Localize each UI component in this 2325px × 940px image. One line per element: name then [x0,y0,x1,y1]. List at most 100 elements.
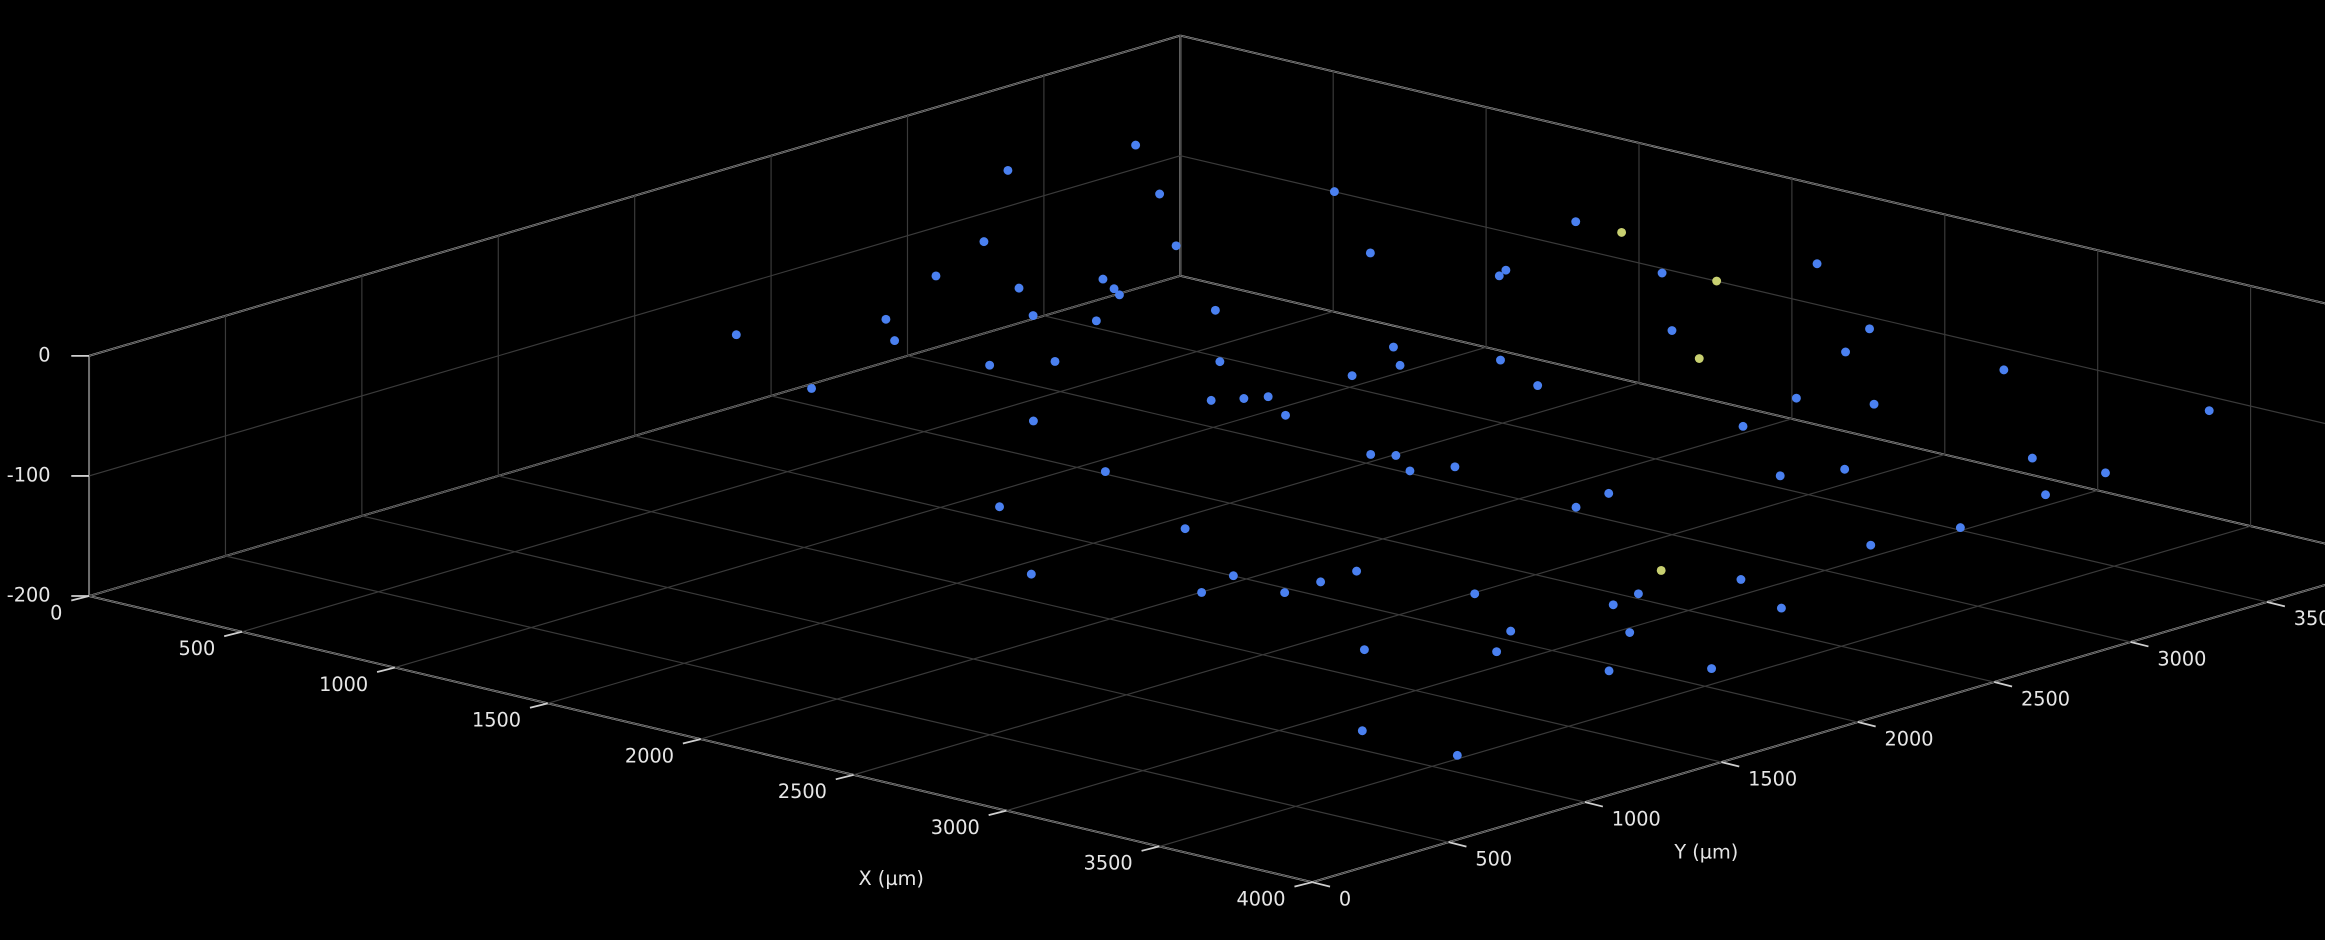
point [1029,311,1038,320]
grid-line [362,516,1585,802]
grid-line [89,596,1312,882]
box-edge [1312,562,2325,882]
point [732,330,741,339]
z-tick-label: -200 [7,584,51,607]
point [1281,411,1290,420]
point [2101,468,2110,477]
y-tick-label: 3500 [2294,607,2325,630]
point [1506,627,1515,636]
point [1870,400,1879,409]
x-tick-label: 2000 [625,744,674,767]
point [1229,571,1238,580]
point [1366,248,1375,257]
grid-line [1180,276,2325,562]
point [1739,422,1748,431]
tick-mark [1142,846,1160,850]
x-axis-label: X (µm) [858,867,923,890]
point [1366,450,1375,459]
point [807,384,816,393]
point [2028,454,2037,463]
point [1360,645,1369,654]
point [1841,348,1850,357]
point [1634,589,1643,598]
point [1707,664,1716,673]
point [1197,588,1206,597]
tick-mark [989,811,1007,815]
y-axis-label: Y (µm) [1673,840,1738,863]
y-tick-label: 0 [1339,887,1351,910]
chart: 0500100015002000250030003500400005001000… [0,0,2325,940]
point [1003,166,1012,175]
tick-mark [224,632,242,636]
point [1264,392,1273,401]
x-tick-label: 500 [178,637,215,660]
box-edge [1180,36,2325,322]
point [1813,259,1822,268]
point [1777,604,1786,613]
grid-line [1044,316,2267,602]
point [1495,271,1504,280]
point [1352,567,1361,576]
point [1657,566,1666,575]
x-tick-label: 1500 [472,709,521,732]
point [1099,275,1108,284]
grid-line [771,396,1994,682]
point [1609,600,1618,609]
point [1155,190,1164,199]
x-tick-label: 2500 [778,780,827,803]
points [732,141,2214,760]
box-edge [1180,276,2325,562]
point [1572,503,1581,512]
point [1999,365,2008,374]
x-tick-label: 3500 [1084,852,1133,875]
tick-mark [1858,722,1876,726]
point [1280,588,1289,597]
point [1956,523,1965,532]
x-tick-label: 4000 [1237,887,1286,910]
point [1533,381,1542,390]
grid-line [225,556,1448,842]
x-tick-label: 0 [50,601,62,624]
point [1215,357,1224,366]
grid-line [1180,156,2325,442]
point [890,336,899,345]
point [1712,277,1721,286]
y-tick-label: 2000 [1885,727,1934,750]
tick-mark [1585,802,1603,806]
point [1101,467,1110,476]
point [1330,187,1339,196]
point [1792,394,1801,403]
axes-box [89,36,2325,883]
point [1776,471,1785,480]
point [1348,371,1357,380]
z-tick-label: 0 [38,343,50,366]
point [1115,290,1124,299]
point [1131,141,1140,150]
point [1866,541,1875,550]
point [1358,726,1367,735]
tick-mark [1449,842,1467,846]
point [881,315,890,324]
point [1736,575,1745,584]
point [985,361,994,370]
tick-mark [1312,882,1330,886]
point [1015,284,1024,293]
grid-line [1312,562,2325,882]
y-tick-label: 1500 [1748,767,1797,790]
point [1865,324,1874,333]
point [2041,490,2050,499]
point [1496,356,1505,365]
y-tick-label: 3000 [2157,647,2206,670]
point [1092,316,1101,325]
point [1668,326,1677,335]
point [1406,466,1415,475]
point [1316,577,1325,586]
x-tick-label: 1000 [319,673,368,696]
point [1396,361,1405,370]
grid-line [1180,36,2325,322]
point [1695,354,1704,363]
point [1571,217,1580,226]
point [1211,306,1220,315]
point [1605,666,1614,675]
y-tick-label: 2500 [2021,687,2070,710]
